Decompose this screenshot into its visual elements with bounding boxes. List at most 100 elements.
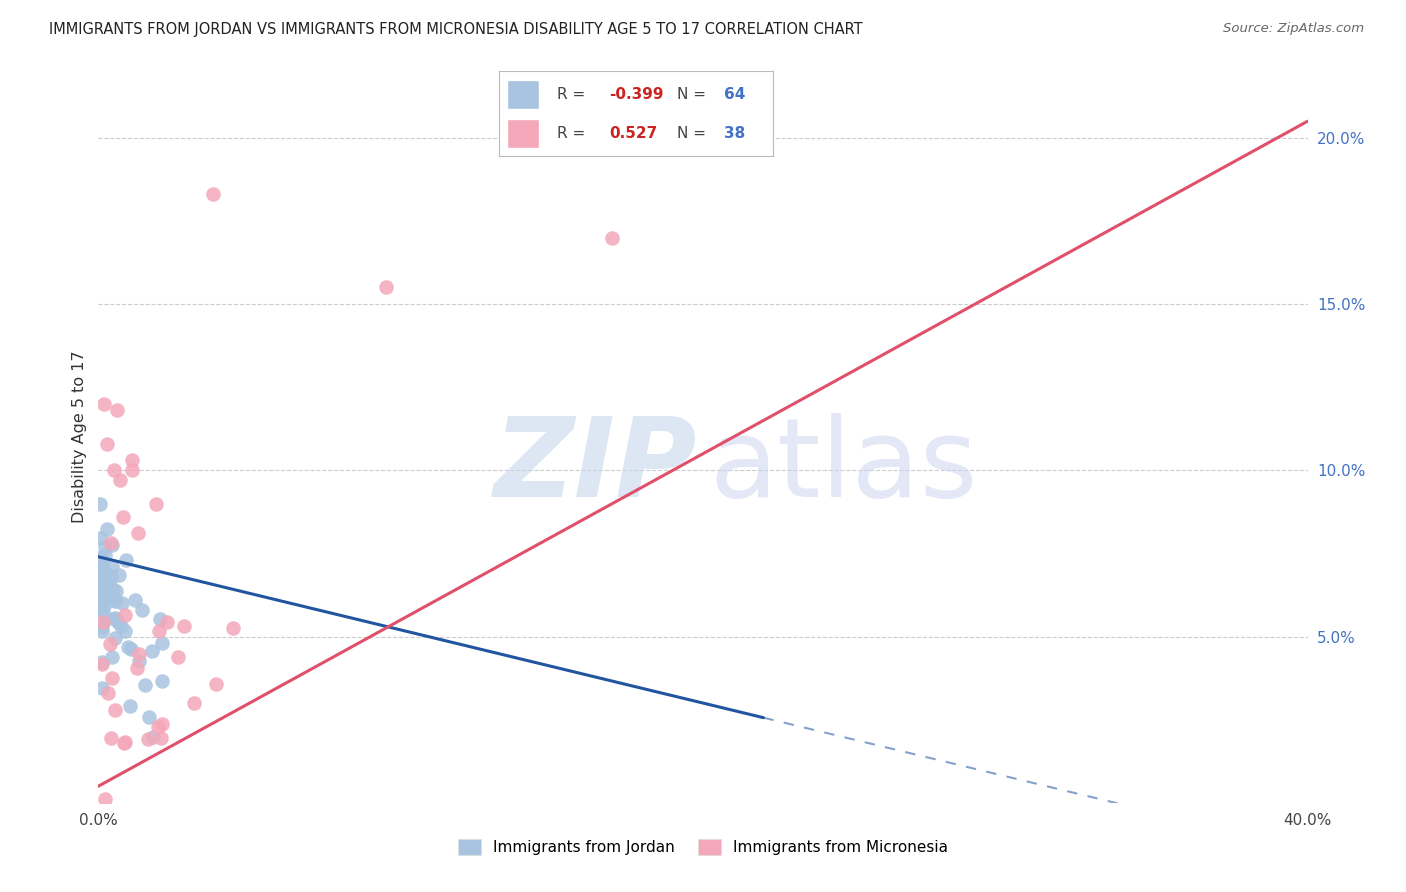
- Point: [91, 584, 114, 599]
- Point: [114, 608, 136, 623]
- Point: [131, 603, 153, 617]
- Legend: Immigrants from Jordan, Immigrants from Micronesia: Immigrants from Jordan, Immigrants from …: [451, 833, 955, 861]
- Point: [90, 550, 112, 565]
- Point: [98, 590, 121, 604]
- Text: 0.527: 0.527: [609, 126, 657, 141]
- Point: [128, 654, 150, 668]
- Point: [89, 592, 111, 607]
- Point: [101, 582, 124, 596]
- Point: [127, 526, 149, 541]
- Point: [90, 655, 112, 669]
- Point: [150, 717, 173, 731]
- Point: [93, 607, 115, 621]
- Point: [150, 673, 173, 688]
- Text: -0.399: -0.399: [609, 87, 664, 102]
- Point: [121, 453, 143, 467]
- Point: [100, 650, 122, 665]
- Point: [120, 699, 142, 714]
- Point: [374, 280, 396, 294]
- Point: [125, 661, 148, 675]
- Point: [93, 540, 115, 554]
- Point: [89, 559, 111, 574]
- Point: [101, 538, 124, 552]
- Point: [117, 640, 139, 654]
- Point: [97, 574, 120, 588]
- Point: [94, 574, 117, 589]
- Point: [222, 622, 245, 636]
- Point: [149, 731, 172, 745]
- Point: [104, 583, 127, 598]
- Text: R =: R =: [557, 87, 591, 102]
- Text: IMMIGRANTS FROM JORDAN VS IMMIGRANTS FROM MICRONESIA DISABILITY AGE 5 TO 17 CORR: IMMIGRANTS FROM JORDAN VS IMMIGRANTS FRO…: [49, 22, 863, 37]
- Point: [110, 619, 132, 633]
- Point: [602, 230, 624, 244]
- Point: [103, 463, 125, 477]
- Point: [91, 560, 114, 574]
- Point: [96, 574, 118, 589]
- Point: [104, 593, 127, 607]
- Point: [97, 686, 120, 700]
- Point: [202, 187, 225, 202]
- Point: [89, 497, 111, 511]
- Point: [90, 599, 112, 614]
- Y-axis label: Disability Age 5 to 17: Disability Age 5 to 17: [72, 351, 87, 524]
- Point: [141, 644, 163, 658]
- Point: [111, 596, 134, 610]
- Point: [142, 730, 165, 744]
- Bar: [508, 80, 538, 109]
- Point: [89, 581, 111, 595]
- Point: [104, 612, 127, 626]
- Point: [91, 681, 114, 695]
- Point: [93, 397, 115, 411]
- Point: [91, 566, 114, 580]
- Text: N =: N =: [678, 87, 711, 102]
- Point: [114, 735, 136, 749]
- Point: [94, 613, 117, 627]
- Point: [100, 671, 122, 685]
- Point: [124, 592, 146, 607]
- Point: [104, 594, 127, 608]
- Point: [89, 531, 111, 545]
- Point: [104, 610, 127, 624]
- Point: [94, 597, 117, 611]
- Point: [98, 637, 121, 651]
- Point: [96, 570, 118, 584]
- Point: [150, 635, 173, 649]
- Point: [120, 642, 142, 657]
- Point: [183, 696, 205, 710]
- Point: [100, 558, 122, 573]
- Point: [145, 497, 167, 511]
- Point: [100, 731, 122, 745]
- Point: [100, 570, 122, 584]
- Point: [128, 647, 150, 661]
- Point: [93, 566, 115, 580]
- Point: [167, 649, 190, 664]
- Text: ZIP: ZIP: [494, 413, 697, 520]
- Point: [91, 624, 114, 638]
- Point: [138, 732, 160, 747]
- Point: [89, 568, 111, 582]
- Point: [100, 536, 122, 550]
- Text: Source: ZipAtlas.com: Source: ZipAtlas.com: [1223, 22, 1364, 36]
- Point: [91, 657, 114, 671]
- Point: [114, 624, 136, 638]
- Bar: [508, 119, 538, 147]
- Point: [94, 792, 117, 806]
- Point: [112, 736, 135, 750]
- Point: [156, 615, 179, 630]
- Point: [96, 436, 118, 450]
- Point: [90, 602, 112, 616]
- Text: R =: R =: [557, 126, 591, 141]
- Point: [138, 710, 160, 724]
- Point: [96, 584, 118, 599]
- Point: [115, 553, 138, 567]
- Point: [91, 615, 114, 629]
- Text: 64: 64: [724, 87, 745, 102]
- Point: [105, 403, 128, 417]
- Text: 38: 38: [724, 126, 745, 141]
- Point: [94, 548, 117, 562]
- Point: [205, 676, 228, 690]
- Point: [104, 703, 127, 717]
- Point: [148, 612, 170, 626]
- Point: [108, 473, 131, 487]
